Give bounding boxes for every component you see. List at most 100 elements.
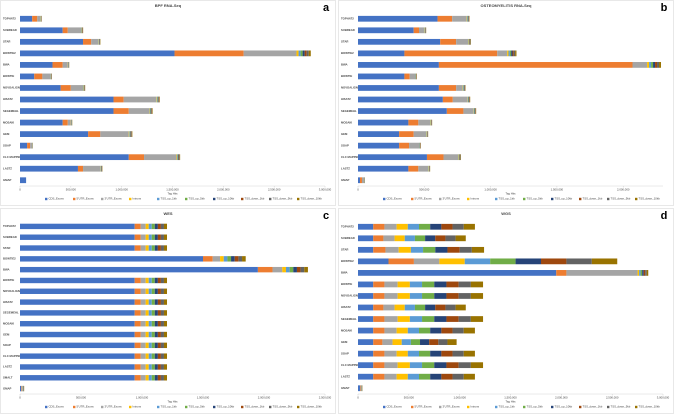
bar-segment bbox=[404, 304, 415, 311]
legend-swatch bbox=[523, 197, 526, 201]
bar-segment bbox=[383, 235, 395, 242]
panel: OSTEOMYELITIS RNA-Seq b 0 500,000 1,000,000 1… bbox=[338, 0, 674, 206]
bar-segment bbox=[134, 364, 141, 370]
bar-segment bbox=[360, 385, 361, 392]
bar-segment bbox=[154, 310, 158, 316]
category-label: BWA bbox=[341, 63, 348, 67]
bar-segment bbox=[441, 327, 453, 334]
bar-segment bbox=[148, 234, 152, 240]
bar-segment bbox=[404, 73, 410, 80]
bar-segment bbox=[130, 131, 132, 137]
x-tick-label: 1,500,000 bbox=[504, 396, 517, 400]
bar-segment bbox=[20, 223, 135, 230]
bar-segment bbox=[177, 154, 179, 161]
bar-segment bbox=[145, 299, 149, 305]
bar-segment bbox=[435, 304, 446, 311]
bar-segment bbox=[657, 62, 660, 68]
legend-swatch bbox=[73, 405, 76, 409]
category-label: NOVOALIGN bbox=[3, 86, 20, 90]
bar-segment bbox=[373, 316, 385, 322]
bar-segment bbox=[234, 256, 239, 262]
x-tick-label: 1,000,000 bbox=[484, 188, 497, 192]
bar-segment bbox=[452, 96, 468, 103]
bar-segment bbox=[358, 316, 374, 322]
bar-segment bbox=[512, 50, 514, 57]
bar-segment bbox=[140, 353, 146, 359]
category-label: SUBREAD bbox=[3, 28, 17, 32]
bar-segment bbox=[154, 288, 158, 294]
bar-segment bbox=[77, 165, 84, 172]
bar-segment bbox=[409, 293, 423, 299]
bar-segment bbox=[458, 316, 471, 322]
x-tick-label: 2,000,000 bbox=[617, 188, 630, 192]
bar-segment bbox=[157, 96, 159, 103]
bar-segment bbox=[426, 154, 444, 161]
bar-segment bbox=[152, 108, 153, 114]
bar-segment bbox=[20, 177, 27, 184]
legend-label: 5'UTR_Exons bbox=[77, 405, 95, 409]
panel-letter: b bbox=[661, 2, 668, 14]
bar-segment bbox=[134, 234, 141, 240]
category-label: GEM bbox=[341, 132, 348, 136]
bar-segment bbox=[358, 304, 374, 311]
legend-swatch bbox=[383, 405, 386, 409]
bar-segment bbox=[134, 288, 141, 294]
bar-segment bbox=[446, 316, 459, 322]
legend-label: TSS_down_10kb bbox=[301, 405, 323, 409]
bar-segment bbox=[20, 277, 135, 284]
bar-segment bbox=[361, 177, 364, 184]
legend-swatch bbox=[523, 405, 526, 409]
x-tick-label: 500,000 bbox=[419, 188, 430, 192]
bar-segment bbox=[437, 15, 453, 22]
bar-segment bbox=[383, 304, 395, 311]
legend-label: 3'UTR_Exons bbox=[105, 197, 123, 201]
bar-segment bbox=[151, 321, 155, 327]
bar-segment bbox=[148, 342, 152, 349]
legend-label: 3'UTR_Exons bbox=[443, 405, 461, 409]
bar-segment bbox=[591, 258, 618, 265]
bar-segment bbox=[384, 293, 398, 299]
category-label: BOWTIE2 bbox=[341, 51, 354, 55]
bar-segment bbox=[435, 235, 446, 242]
bar-segment bbox=[358, 96, 443, 103]
bar-segment bbox=[441, 373, 453, 380]
x-tick-label: 1,000,000 bbox=[115, 188, 128, 192]
category-label: HISAT2 bbox=[341, 97, 351, 101]
bar-segment bbox=[373, 373, 385, 380]
bar-segment bbox=[360, 385, 362, 392]
legend-swatch bbox=[579, 197, 582, 201]
legend-swatch bbox=[635, 405, 638, 409]
x-axis-label: Tag Hits bbox=[167, 192, 178, 196]
bar-segment bbox=[140, 288, 146, 294]
bar-segment bbox=[414, 235, 426, 242]
bar-segment bbox=[429, 339, 439, 345]
legend-swatch bbox=[185, 405, 188, 409]
bar-segment bbox=[151, 331, 155, 338]
category-label: SEGEMEHL bbox=[341, 109, 357, 113]
legend-label: TSS_up_5kb bbox=[189, 405, 206, 409]
x-axis-label: Tag Hits bbox=[505, 400, 516, 404]
bar-segment bbox=[463, 327, 475, 334]
bar-segment bbox=[20, 50, 175, 57]
bar-segment bbox=[419, 27, 425, 34]
legend-swatch bbox=[383, 197, 386, 201]
bar-segment bbox=[396, 223, 408, 230]
bar-segment bbox=[422, 362, 435, 369]
chart-title: OSTEOMYELITIS RNA-Seq bbox=[481, 3, 532, 8]
bar-segment bbox=[463, 373, 475, 380]
bar-segment bbox=[134, 299, 141, 305]
bar-segment bbox=[151, 299, 155, 305]
bar-segment bbox=[154, 234, 158, 240]
category-label: GMAP bbox=[341, 386, 350, 390]
bar-segment bbox=[409, 73, 416, 80]
bar-segment bbox=[373, 339, 383, 345]
bar-segment bbox=[20, 353, 135, 359]
bar-segment bbox=[150, 108, 152, 114]
legend-label: CDS_Exons bbox=[387, 197, 403, 201]
category-label: SMALT bbox=[3, 376, 13, 380]
bar-segment bbox=[373, 293, 385, 299]
x-tick-label: 2,500,000 bbox=[606, 396, 619, 400]
bar-segment bbox=[419, 350, 431, 357]
bar-segment bbox=[151, 288, 155, 294]
bar-segment bbox=[272, 266, 283, 273]
